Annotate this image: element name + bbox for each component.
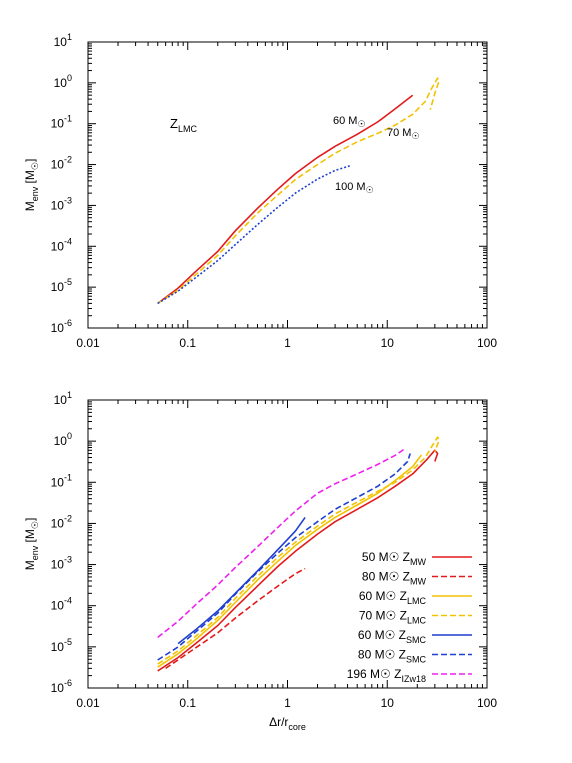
legend-label-7: 196 M☉ ZIZw18 [347, 667, 426, 684]
series-line-2 [165, 567, 306, 670]
plot-frame [87, 41, 488, 329]
series-line-3 [157, 454, 423, 668]
y-tick-label: 10-6 [51, 678, 72, 695]
y-tick-label: 10-6 [51, 318, 72, 335]
y-tick-label: 10-4 [51, 596, 72, 613]
series-annotation-2: 70 M☉ [387, 127, 420, 141]
legend-label-2: 80 M☉ ZMW [362, 570, 427, 587]
series-line-4 [157, 436, 440, 665]
y-tick-label: 100 [54, 431, 72, 448]
y-tick-label: 10-5 [51, 277, 72, 294]
y-tick-label: 101 [54, 32, 72, 49]
y-tick-label: 100 [54, 73, 72, 90]
y-tick-label: 10-3 [51, 195, 72, 212]
x-tick-label: 0.01 [76, 336, 100, 350]
legend-label-1: 50 M☉ ZMW [362, 550, 427, 567]
legend-label-4: 70 M☉ ZLMC [359, 609, 427, 626]
x-tick-label: 1 [284, 696, 291, 710]
y-axis-label: Menv [M☉] [23, 518, 40, 571]
y-tick-label: 10-5 [51, 637, 72, 654]
y-tick-label: 10-2 [51, 155, 72, 172]
x-tick-label: 10 [381, 696, 395, 710]
y-tick-label: 10-1 [51, 114, 72, 131]
y-tick-label: 10-2 [51, 513, 72, 530]
y-tick-label: 10-1 [51, 472, 72, 489]
chart-panel-bottom: 0.01 0.1 1 10 100 10-6 10-5 10-4 10-3 10-2 10-1 100… [23, 390, 497, 732]
series-annotation-3: 100 M☉ [335, 181, 374, 195]
legend-label-6: 80 M☉ ZSMC [358, 648, 427, 665]
chart-panel-top: 0.01 0.1 1 10 100 10-6 10-5 10-4 10-3 10-2 10-1 100… [23, 32, 497, 350]
x-tick-label: 0.01 [76, 696, 100, 710]
series-line-2 [157, 77, 440, 305]
x-tick-label: 100 [477, 336, 497, 350]
x-axis-label: Δr/rcore [269, 715, 306, 732]
series-annotation-1: 60 M☉ [333, 115, 366, 129]
y-axis-label: Menv [M☉] [23, 159, 40, 212]
y-tick-label: 10-3 [51, 555, 72, 572]
x-tick-label: 0.1 [179, 336, 196, 350]
legend-label-3: 60 M☉ ZLMC [359, 589, 427, 606]
y-tick-label: 10-4 [51, 236, 72, 253]
legend-label-5: 60 M☉ ZSMC [358, 628, 427, 645]
y-tick-label: 101 [54, 390, 72, 407]
x-tick-label: 1 [284, 336, 291, 350]
series-line-7 [157, 448, 406, 639]
series-line-1 [157, 449, 439, 672]
region-label: ZLMC [170, 116, 197, 134]
series-line-3 [157, 165, 350, 305]
x-tick-label: 100 [477, 696, 497, 710]
x-tick-label: 0.1 [179, 696, 196, 710]
x-tick-label: 10 [381, 336, 395, 350]
series-line-1 [157, 94, 414, 305]
series-line-6 [157, 453, 411, 661]
